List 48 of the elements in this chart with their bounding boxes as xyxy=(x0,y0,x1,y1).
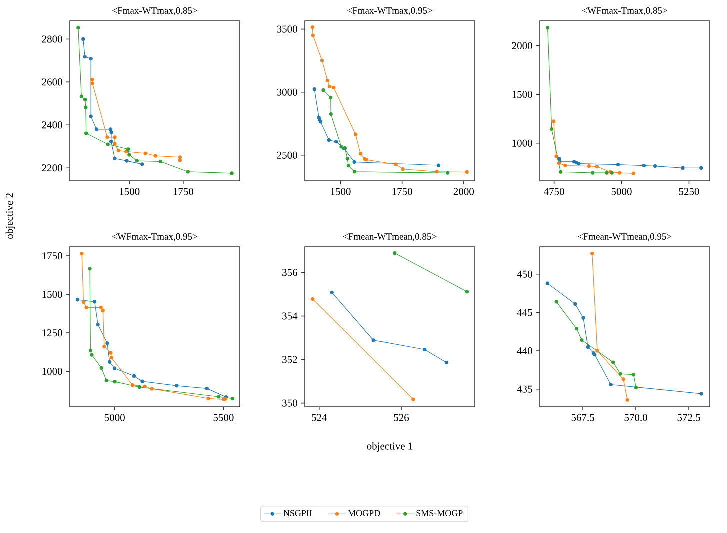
x-tick-label: 1750 xyxy=(174,188,194,196)
x-tick-label: 5250 xyxy=(679,188,700,196)
chart-title: <Fmax-WTmax,0.85> xyxy=(112,8,198,16)
x-tick-label: 2000 xyxy=(454,188,474,196)
y-tick-label: 445 xyxy=(517,309,532,316)
y-tick-label: 1750 xyxy=(42,252,62,260)
legend-label: NSGPII xyxy=(284,510,312,516)
x-tick-label: 572.5 xyxy=(678,414,700,422)
y-tick-label: 3500 xyxy=(277,26,298,33)
x-tick-label: 1750 xyxy=(392,188,412,196)
y-tick-label: 450 xyxy=(517,270,532,278)
chart-title: <WFmax-Tmax,0.85> xyxy=(582,8,668,16)
x-tick-label: 1500 xyxy=(331,188,351,196)
x-tick-label: 1500 xyxy=(120,188,140,196)
chart-title: <WFmax-Tmax,0.95> xyxy=(112,234,198,242)
chart-title: <Fmean-WTmean,0.95> xyxy=(578,234,672,242)
chart-title: <Fmax-WTmax,0.95> xyxy=(348,8,432,16)
y-axis-title: objective 2 xyxy=(6,194,16,239)
x-tick-label: 5000 xyxy=(612,188,632,196)
y-tick-label: 2500 xyxy=(277,152,298,159)
x-tick-label: 567.5 xyxy=(572,414,594,422)
y-tick-label: 2200 xyxy=(42,164,62,172)
x-tick-label: 5000 xyxy=(104,414,125,422)
x-tick-label: 570.0 xyxy=(624,414,648,422)
chart-title: <Fmean-WTmean,0.85> xyxy=(343,234,437,242)
y-tick-label: 350 xyxy=(282,400,298,407)
y-tick-label: 440 xyxy=(517,347,532,355)
legend-label: SMS-MOGP xyxy=(416,510,463,516)
legend-label: MOGPD xyxy=(348,510,380,516)
y-tick-label: 352 xyxy=(282,356,298,364)
x-tick-label: 524 xyxy=(312,414,328,422)
x-axis-title: objective 1 xyxy=(367,442,413,452)
y-tick-label: 3000 xyxy=(277,88,298,96)
y-tick-label: 2000 xyxy=(512,42,532,50)
x-tick-label: 5500 xyxy=(214,414,234,422)
y-tick-label: 1000 xyxy=(42,368,62,376)
y-tick-label: 356 xyxy=(282,269,298,276)
y-tick-label: 1000 xyxy=(512,140,532,147)
y-tick-label: 2800 xyxy=(42,36,62,43)
y-tick-label: 435 xyxy=(517,386,532,393)
y-tick-label: 354 xyxy=(282,312,298,320)
y-tick-label: 1500 xyxy=(512,91,532,98)
y-tick-label: 2600 xyxy=(42,78,62,86)
x-tick-label: 526 xyxy=(394,414,410,422)
y-tick-label: 2400 xyxy=(42,122,62,129)
x-tick-label: 4750 xyxy=(544,188,564,196)
y-tick-label: 1250 xyxy=(42,330,62,337)
y-tick-label: 1500 xyxy=(42,291,62,298)
